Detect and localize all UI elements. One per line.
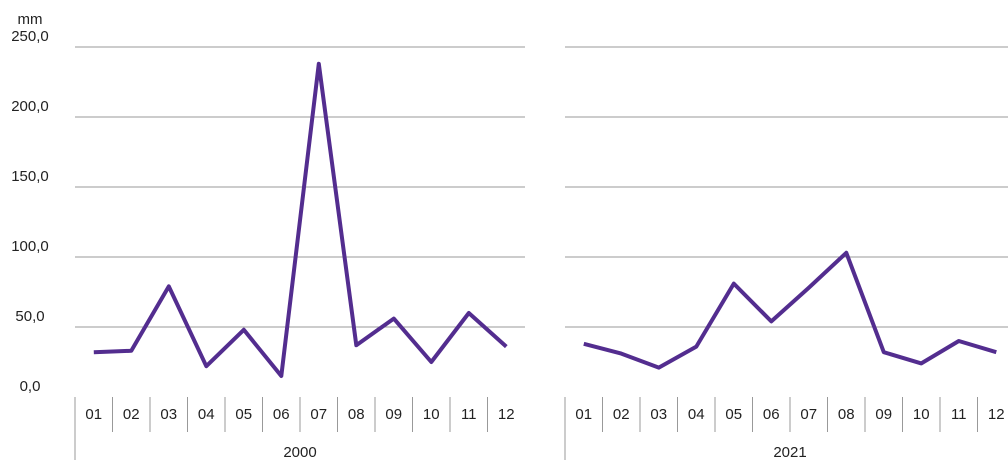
x-tick-label: 04 — [198, 406, 215, 423]
y-axis-label: mm — [18, 11, 43, 28]
x-tick-label: 11 — [461, 406, 477, 423]
x-tick-label: 06 — [763, 406, 780, 423]
x-tick-label: 08 — [348, 406, 365, 423]
y-tick-label: 150,0 — [11, 168, 49, 185]
y-tick-label: 200,0 — [11, 98, 49, 115]
x-tick-label: 08 — [838, 406, 855, 423]
y-tick-label: 50,0 — [15, 308, 44, 325]
x-tick-label: 12 — [988, 406, 1005, 423]
x-tick-label: 06 — [273, 406, 290, 423]
data-line — [93, 61, 508, 378]
group-label: 2000 — [283, 444, 316, 461]
x-tick-label: 10 — [423, 406, 440, 423]
x-tick-label: 01 — [575, 406, 592, 423]
y-tick-label: 0,0 — [20, 378, 41, 395]
y-tick-label: 250,0 — [11, 28, 49, 45]
x-tick-label: 03 — [160, 406, 177, 423]
x-tick-label: 02 — [123, 406, 140, 423]
x-tick-label: 05 — [725, 406, 742, 423]
x-tick-label: 11 — [951, 406, 967, 423]
x-tick-label: 07 — [800, 406, 817, 423]
y-tick-label: 100,0 — [11, 238, 49, 255]
x-tick-label: 09 — [385, 406, 402, 423]
x-tick-label: 01 — [85, 406, 102, 423]
x-tick-label: 03 — [650, 406, 667, 423]
x-tick-label: 04 — [688, 406, 705, 423]
x-tick-label: 12 — [498, 406, 515, 423]
x-tick-label: 10 — [913, 406, 930, 423]
x-tick-label: 07 — [310, 406, 327, 423]
x-tick-label: 02 — [613, 406, 630, 423]
x-tick-label: 09 — [875, 406, 892, 423]
group-label: 2021 — [773, 444, 806, 461]
x-tick-label: 05 — [235, 406, 252, 423]
data-line — [583, 250, 997, 370]
